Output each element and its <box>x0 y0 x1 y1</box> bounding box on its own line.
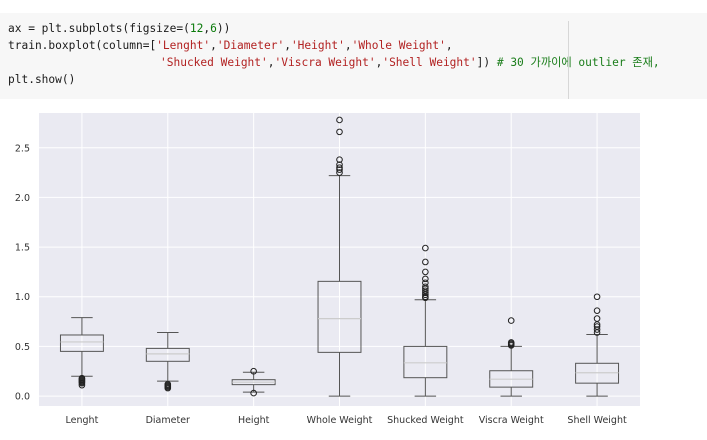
x-tick-label: Diameter <box>146 415 190 426</box>
x-tick-label: Lenght <box>66 415 99 426</box>
outlier-point <box>422 258 429 266</box>
x-tick-label: Viscra Weight <box>479 415 544 426</box>
y-tick-label: 2.5 <box>15 143 30 154</box>
outlier-point <box>336 161 343 168</box>
boxplot-output: 0.0 0.5 1.0 1.5 2.0 2.5 Lenght Diameter Height Wh… <box>0 103 707 436</box>
outlier-point <box>593 326 601 333</box>
y-tick-label: 1.0 <box>15 292 30 303</box>
code-line-3: 'Shucked Weight','Viscra Weight','Shell … <box>160 55 660 71</box>
code-string: 'Lenght' <box>156 39 211 52</box>
outlier-point <box>336 156 343 163</box>
code-text: , <box>445 39 453 52</box>
code-text: , <box>375 56 383 69</box>
outlier-point <box>336 166 343 173</box>
outlier-point <box>422 268 429 276</box>
code-string: 'Viscra Weight' <box>274 56 376 69</box>
outlier-point <box>250 367 257 375</box>
code-text: , <box>284 39 291 52</box>
outlier-point <box>336 116 343 124</box>
code-line-1: ax = plt.subplots(figsize=(12,6)) <box>8 21 230 37</box>
code-text: , <box>344 39 352 52</box>
box <box>59 334 104 352</box>
outlier-point <box>593 315 601 322</box>
y-tick-label: 0.0 <box>15 392 30 403</box>
y-tick-label: 1.5 <box>15 243 30 254</box>
outlier-point <box>593 293 601 301</box>
code-string: 'Height' <box>290 39 345 52</box>
code-cell-divider <box>568 21 569 99</box>
code-number: 6 <box>210 22 217 35</box>
code-string: 'Diameter' <box>216 39 285 52</box>
code-text: train.boxplot(column=[ <box>8 39 157 52</box>
code-text: , <box>203 22 211 35</box>
code-text: ax = plt.subplots(figsize=( <box>8 22 190 35</box>
outlier-point <box>336 164 343 171</box>
box <box>145 347 190 362</box>
code-text: ]) <box>476 56 497 69</box>
code-string: 'Whole Weight' <box>351 39 446 52</box>
outlier-point <box>336 169 343 176</box>
code-line-2: train.boxplot(column=['Lenght','Diameter… <box>8 38 453 54</box>
box <box>317 280 362 353</box>
outlier-point <box>593 307 601 314</box>
code-text: , <box>210 39 217 52</box>
code-cell[interactable]: ax = plt.subplots(figsize=(12,6)) train.… <box>0 13 707 99</box>
outlier-point <box>164 380 172 388</box>
outlier-point <box>422 279 429 287</box>
outlier-point <box>593 323 601 330</box>
outlier-point <box>336 128 343 136</box>
boxplot-chart: 0.0 0.5 1.0 1.5 2.0 2.5 Lenght Diameter Height Wh… <box>15 113 640 426</box>
code-comment: # 30 가까이에 outlier 존재, <box>496 56 660 69</box>
outlier-point <box>422 244 429 252</box>
x-tick-label: Height <box>238 415 270 426</box>
code-line-4: plt.show() <box>8 73 76 86</box>
x-tick-label: Shell Weight <box>567 415 627 426</box>
x-tick-label: Shucked Weight <box>387 415 464 426</box>
outlier-point <box>507 339 515 346</box>
code-string: 'Shell Weight' <box>382 56 477 69</box>
code-number: 12 <box>189 22 204 35</box>
x-tick-label: Whole Weight <box>307 415 373 426</box>
code-string: 'Shucked Weight' <box>160 56 268 69</box>
code-text: )) <box>216 22 231 35</box>
box <box>403 345 448 379</box>
outlier-point <box>422 283 429 291</box>
outlier-point <box>422 275 429 283</box>
outlier-point <box>250 389 257 397</box>
code-text: , <box>267 56 275 69</box>
outlier-point <box>78 374 86 382</box>
outlier-point <box>422 287 429 295</box>
y-tick-label: 0.5 <box>15 342 30 353</box>
outlier-point <box>507 317 515 324</box>
y-tick-label: 2.0 <box>15 193 30 204</box>
